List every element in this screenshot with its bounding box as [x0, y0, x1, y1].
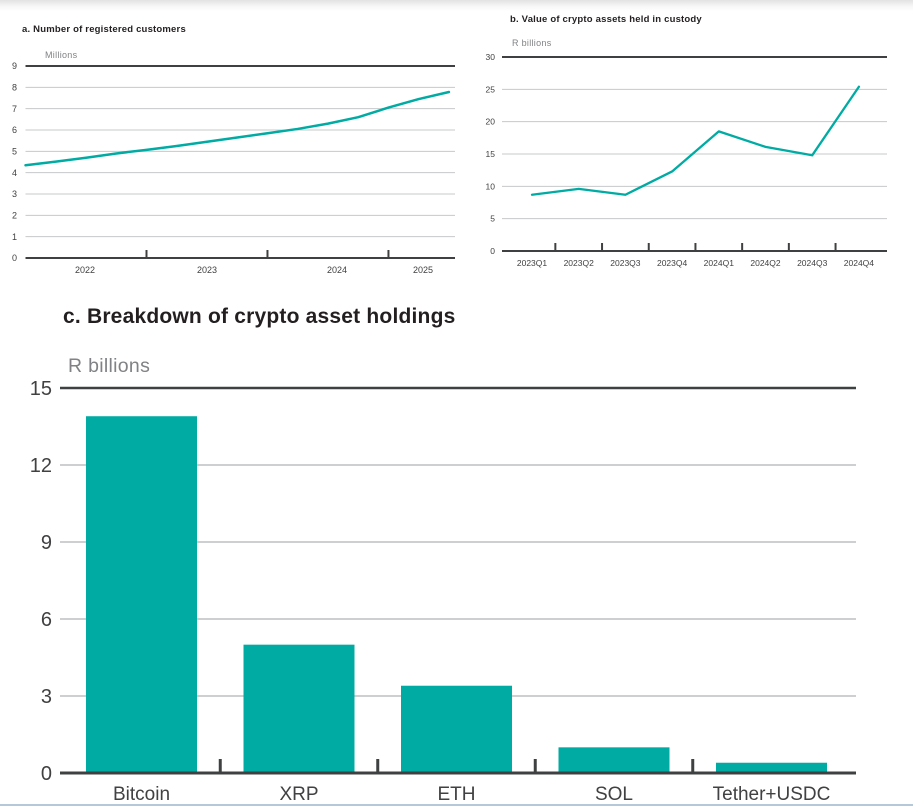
chart-b-unit-label: R billions: [512, 38, 552, 48]
svg-text:9: 9: [12, 61, 17, 71]
svg-text:7: 7: [12, 104, 17, 114]
svg-text:8: 8: [12, 82, 17, 92]
svg-text:XRP: XRP: [279, 784, 318, 805]
svg-text:0: 0: [12, 253, 17, 263]
svg-text:Bitcoin: Bitcoin: [113, 784, 170, 805]
svg-text:5: 5: [490, 214, 495, 224]
svg-text:2024Q1: 2024Q1: [704, 258, 735, 268]
svg-text:2022: 2022: [75, 265, 95, 275]
svg-text:1: 1: [12, 232, 17, 242]
svg-text:4: 4: [12, 168, 17, 178]
svg-text:5: 5: [12, 146, 17, 156]
chart-a-title: a. Number of registered customers: [22, 24, 186, 35]
svg-text:25: 25: [486, 84, 496, 94]
svg-text:3: 3: [12, 189, 17, 199]
chart-a-unit-label: Millions: [45, 50, 78, 60]
chart-c-title: c. Breakdown of crypto asset holdings: [63, 305, 456, 328]
svg-text:15: 15: [30, 378, 52, 400]
svg-text:2023Q1: 2023Q1: [517, 258, 548, 268]
svg-text:2: 2: [12, 210, 17, 220]
svg-text:15: 15: [486, 149, 496, 159]
svg-text:0: 0: [490, 246, 495, 256]
svg-text:10: 10: [486, 181, 496, 191]
svg-text:9: 9: [41, 532, 52, 554]
svg-text:2023: 2023: [197, 265, 217, 275]
svg-text:0: 0: [41, 763, 52, 785]
svg-text:12: 12: [30, 455, 52, 477]
page-top-edge: [0, 0, 913, 11]
svg-text:ETH: ETH: [438, 784, 476, 805]
svg-text:3: 3: [41, 686, 52, 708]
svg-text:6: 6: [12, 125, 17, 135]
svg-text:2023Q2: 2023Q2: [564, 258, 595, 268]
svg-text:SOL: SOL: [595, 784, 633, 805]
svg-text:2024Q3: 2024Q3: [797, 258, 828, 268]
chart-b-title: b. Value of crypto assets held in custod…: [510, 14, 702, 25]
svg-text:20: 20: [486, 117, 496, 127]
svg-text:2023Q3: 2023Q3: [610, 258, 641, 268]
svg-text:2025: 2025: [413, 265, 433, 275]
svg-text:2023Q4: 2023Q4: [657, 258, 688, 268]
svg-text:6: 6: [41, 609, 52, 631]
svg-text:2024Q2: 2024Q2: [750, 258, 781, 268]
svg-text:30: 30: [486, 52, 496, 62]
page-bottom-edge: [0, 804, 913, 806]
svg-text:2024Q4: 2024Q4: [844, 258, 875, 268]
svg-text:Tether+USDC: Tether+USDC: [713, 784, 831, 805]
chart-c-unit-label: R billions: [68, 355, 151, 377]
svg-text:2024: 2024: [327, 265, 347, 275]
